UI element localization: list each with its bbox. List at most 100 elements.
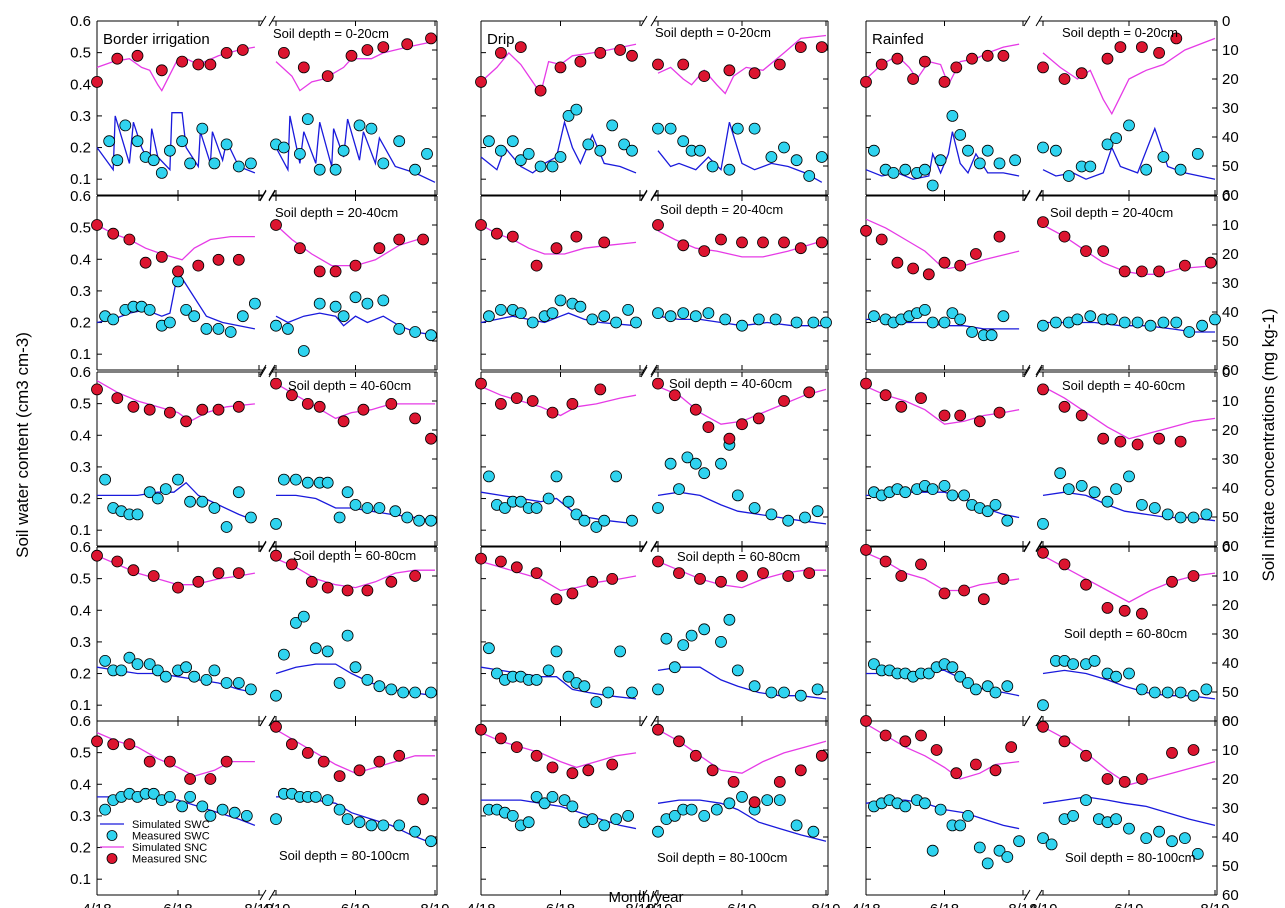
measured-swc-point (1179, 832, 1191, 844)
measured-snc-point (91, 549, 103, 562)
measured-snc-point (1080, 245, 1092, 258)
depth-label: Soil depth = 60-80cm (1064, 626, 1187, 641)
measured-swc-point (748, 122, 761, 135)
measured-snc-point (997, 573, 1010, 585)
measured-swc-point (111, 154, 124, 167)
measured-swc-point (1013, 835, 1025, 848)
simulated-snc-line (657, 230, 818, 258)
measured-swc-point (216, 803, 229, 816)
simulated-swc-line (480, 666, 637, 700)
measured-swc-point (719, 313, 732, 326)
measured-snc-point (490, 227, 503, 240)
y-right-tick-label: 40 (1222, 480, 1239, 497)
measured-swc-point (232, 486, 245, 499)
measured-swc-point (899, 486, 912, 499)
measured-snc-point (393, 233, 406, 246)
measured-swc-point (626, 686, 638, 699)
measured-snc-point (91, 219, 103, 231)
measured-swc-point (107, 313, 120, 326)
measured-swc-point (1001, 851, 1014, 863)
simulated-snc-line (480, 732, 637, 769)
measured-swc-point (698, 467, 711, 480)
measured-snc-point (689, 749, 702, 762)
measured-snc-point (1118, 604, 1131, 617)
measured-swc-point (277, 473, 290, 486)
measured-swc-point (578, 680, 591, 693)
measured-snc-point (815, 749, 828, 762)
measured-swc-point (1161, 508, 1174, 521)
measured-swc-point (715, 636, 727, 648)
measured-snc-point (891, 52, 904, 65)
measured-swc-point (677, 307, 690, 320)
measured-snc-point (494, 397, 507, 410)
axis-break-mark (259, 889, 267, 901)
measured-snc-point (566, 767, 579, 780)
y-right-tick-label: 30 (1222, 800, 1239, 817)
y-left-tick-label: 0.6 (70, 188, 91, 205)
measured-swc-point (981, 680, 994, 693)
measured-swc-point (899, 163, 912, 176)
measured-snc-point (111, 555, 124, 568)
measured-swc-point (765, 508, 778, 521)
measured-swc-point (514, 154, 527, 167)
measured-swc-point (922, 667, 935, 680)
measured-swc-point (228, 806, 241, 819)
axis-break-mark (268, 189, 276, 201)
measured-swc-point (321, 476, 334, 489)
measured-swc-point (685, 803, 698, 816)
measured-swc-point (698, 623, 711, 636)
measured-swc-point (1174, 163, 1187, 176)
measured-swc-point (610, 813, 622, 825)
measured-snc-point (736, 418, 748, 431)
measured-snc-point (803, 386, 816, 399)
y-left-tick-label: 0.5 (70, 745, 91, 762)
measured-snc-point (176, 55, 189, 68)
measured-swc-point (652, 502, 664, 514)
measured-swc-point (993, 844, 1006, 857)
measured-swc-point (1054, 467, 1067, 480)
y-right-tick-label: 60 (1222, 538, 1239, 555)
measured-swc-point (163, 791, 176, 803)
panel-frame: 0.1 0.2 0.3 0.4 0.5 0.6 (70, 13, 438, 201)
measured-snc-point (1005, 741, 1018, 753)
x-tick-label: 4/19 (643, 901, 672, 908)
measured-swc-point (1037, 319, 1049, 332)
measured-swc-point (180, 303, 193, 316)
panels-layer: 0.10.20.30.40.50.60.10.20.30.40.50.60.10… (70, 13, 1239, 908)
panel-data (475, 377, 827, 533)
simulated-snc-line (96, 732, 255, 777)
measured-swc-point (790, 316, 803, 329)
measured-swc-point (232, 677, 245, 689)
measured-snc-point (341, 584, 354, 597)
measured-swc-point (188, 670, 201, 683)
measured-snc-point (930, 744, 943, 756)
measured-swc-point (664, 310, 677, 323)
measured-swc-point (989, 498, 1002, 511)
x-tick-label: 4/19 (1028, 901, 1057, 908)
measured-snc-point (652, 555, 664, 568)
measured-swc-point (99, 803, 111, 816)
measured-snc-point (586, 575, 599, 588)
panel-frame: 0.1 0.2 0.3 0.4 0.5 0.6 (70, 713, 438, 901)
measured-snc-point (550, 593, 563, 606)
axis-break-mark (650, 715, 658, 727)
measured-swc-point (313, 297, 326, 310)
measured-swc-point (962, 677, 974, 689)
measured-swc-point (1209, 313, 1221, 326)
measured-snc-point (1204, 256, 1217, 269)
measured-snc-point (698, 245, 711, 258)
x-tick-label: 4/18 (466, 901, 495, 908)
measured-snc-point (778, 236, 790, 249)
measured-swc-point (232, 160, 245, 173)
measured-swc-point (329, 163, 342, 176)
measured-swc-point (1187, 511, 1200, 524)
measured-snc-point (1101, 52, 1114, 65)
measured-snc-point (147, 570, 160, 582)
measured-swc-point (393, 819, 406, 832)
measured-snc-point (91, 735, 103, 748)
measured-swc-point (1045, 838, 1058, 851)
measured-snc-point (1179, 259, 1191, 272)
legend-label: Simulated SNC (132, 842, 207, 854)
measured-swc-point (926, 844, 939, 857)
